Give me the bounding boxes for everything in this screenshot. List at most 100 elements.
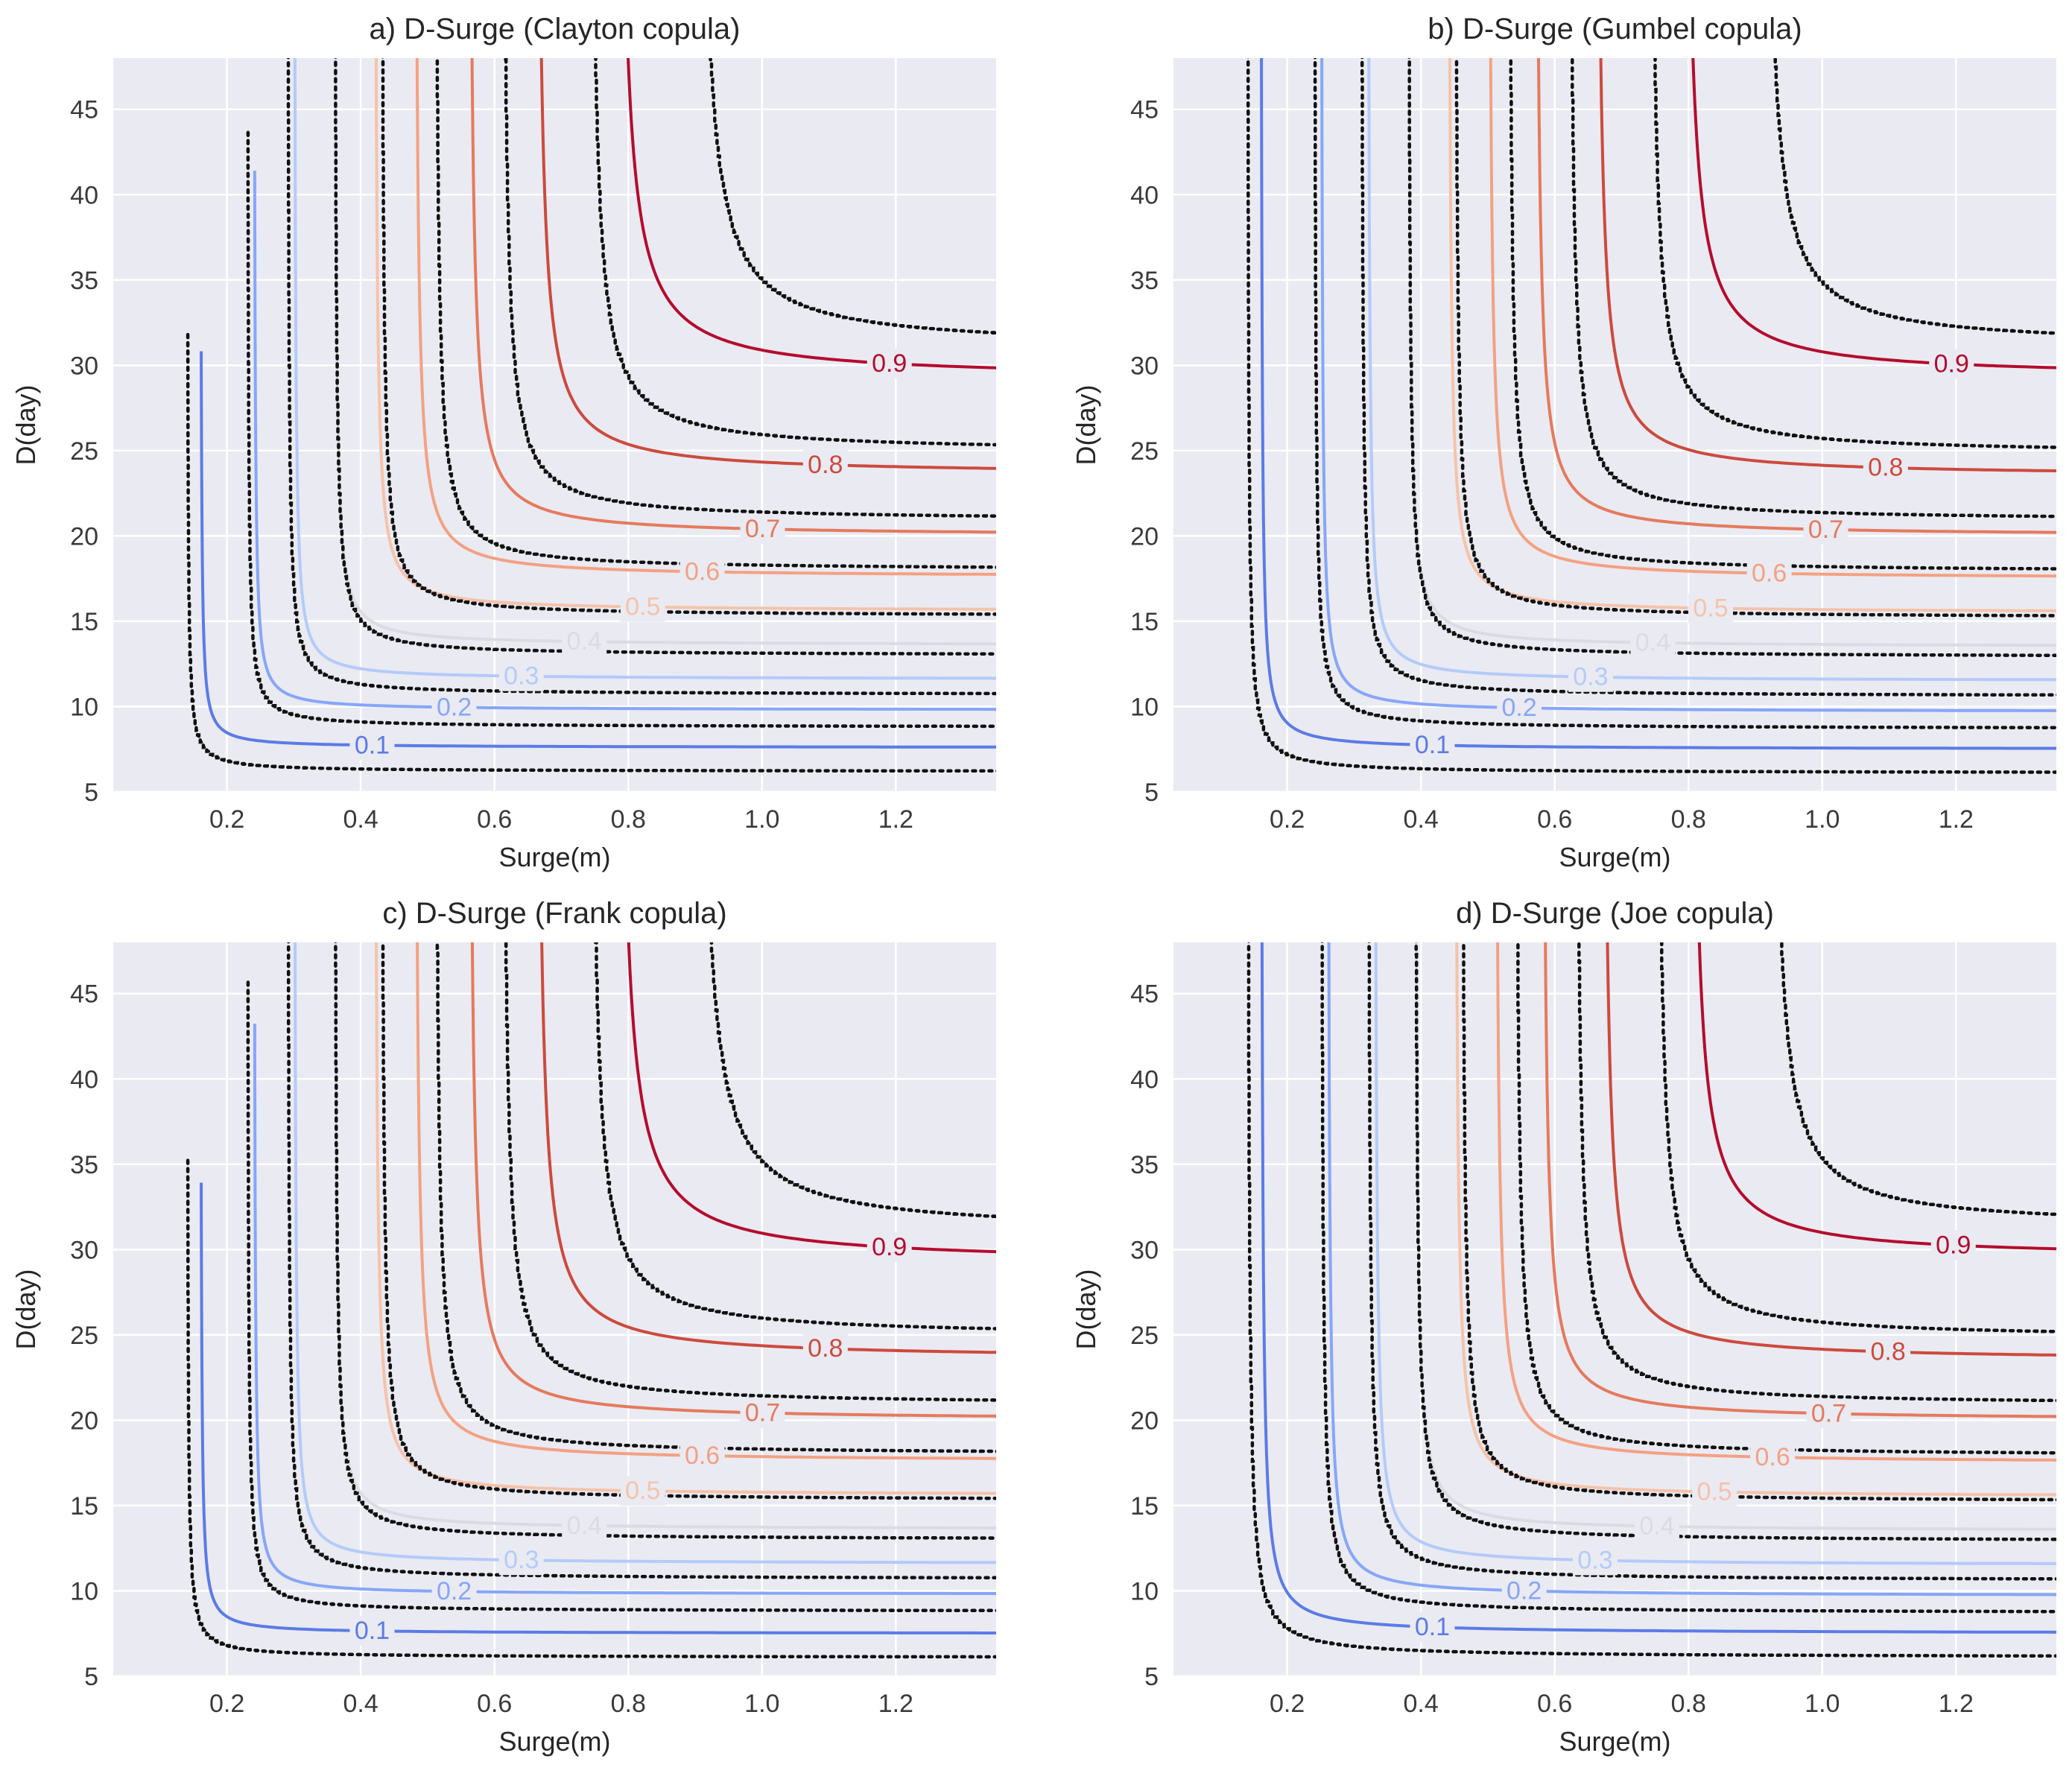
y-tick-label: 10 [1130,1577,1159,1605]
x-tick-label: 0.8 [1671,1690,1706,1718]
y-tick-label: 20 [70,1407,98,1435]
empirical-contour-0.4 [1407,58,2056,657]
x-tick-label: 0.4 [343,805,378,834]
contour-label-bg [802,1334,848,1364]
contour-line-0.6 [1496,942,2056,1462]
contour-line-0.3 [293,58,996,680]
contour-label-bg [1688,593,1733,624]
contour-line-0.3 [294,942,996,1564]
panel-c: 0.1 0.2 0.3 0.4 0.5 0.6 0.7 0.8 0.9 0.2 0.4 0.6 0.8 1… [10,897,996,1757]
contour-label: 0.3 [504,1546,539,1574]
contour-line-0.6 [415,58,996,576]
contour-label-bg [1930,1230,1976,1261]
y-tick-label: 35 [70,1151,98,1179]
contour-label: 0.8 [1870,1338,1905,1366]
empirical-contour-0.2 [246,980,996,1613]
empirical-contour-0.4 [334,942,996,1540]
empirical-contour-0.3 [1367,942,2056,1581]
contour-line-0.7 [1544,942,2056,1418]
panel-title: b) D-Surge (Gumbel copula) [1428,13,1802,45]
y-tick-label: 40 [70,181,98,209]
empirical-contour-0.5 [381,942,996,1500]
x-tick-label: 0.8 [611,805,646,834]
contour-label-bg [620,592,665,622]
contour-label: 0.2 [1507,1576,1542,1605]
empirical-contour-0.1 [1246,58,2056,774]
empirical-contour-0.5 [381,58,996,616]
contour-line-0.3 [1374,942,2056,1565]
contour-label: 0.5 [625,593,660,621]
plot-content: 0.1 0.2 0.3 0.4 0.5 0.6 0.7 0.8 0.9 [1246,58,2056,774]
contour-label-bg [1572,1545,1618,1576]
contour-label: 0.5 [1693,594,1728,622]
y-tick-label: 25 [70,437,98,466]
contour-line-0.5 [375,942,996,1495]
contour-line-0.6 [1489,58,2056,578]
contour-label: 0.6 [685,1442,720,1470]
y-tick-label: 35 [70,267,98,295]
y-tick-label: 5 [1144,779,1159,807]
x-tick-label: 1.0 [744,805,779,834]
y-tick-label: 20 [70,522,98,551]
contour-line-0.3 [1367,58,2056,682]
y-tick-label: 10 [70,693,98,721]
x-tick-label: 1.2 [1939,1690,1974,1718]
y-tick-label: 30 [1130,1236,1159,1264]
y-tick-label: 40 [70,1065,98,1094]
y-axis-label: D(day) [10,384,41,465]
x-tick-label: 0.4 [1404,805,1439,834]
contour-label-bg [1803,514,1848,545]
x-tick-label: 1.2 [878,805,913,834]
panel-title: c) D-Surge (Frank copula) [382,897,726,930]
x-axis-label: Surge(m) [1559,1726,1670,1757]
contour-label: 0.4 [567,1512,602,1540]
contour-label: 0.3 [1577,1546,1612,1574]
empirical-contour-0.3 [286,58,996,696]
empirical-contour-0.8 [594,942,996,1331]
contour-line-0.8 [1606,942,2056,1357]
empirical-contour-0.3 [1360,58,2056,697]
empirical-contour-0.6 [1516,942,2056,1455]
x-tick-label: 0.4 [1404,1690,1439,1718]
contour-label-bg [1692,1477,1737,1507]
contour-label-bg [1630,627,1676,658]
y-axis-label: D(day) [1071,1269,1101,1349]
contour-line-0.1 [200,1182,996,1634]
y-tick-label: 40 [1130,1065,1159,1094]
contour-label: 0.1 [355,1617,390,1645]
contour-line-0.8 [540,942,996,1354]
x-tick-label: 1.0 [744,1690,779,1718]
contour-line-0.4 [334,942,996,1529]
empirical-contour-0.9 [709,58,996,334]
contour-label-bg [1746,558,1792,589]
y-tick-label: 45 [1130,96,1159,124]
empirical-contour-0.6 [435,58,996,569]
contour-label-bg [349,730,395,761]
contour-label-bg [562,1510,607,1541]
empirical-contour-0.4 [1414,942,2056,1541]
contour-line-0.8 [1599,58,2056,473]
contour-label-bg [740,1398,785,1428]
contour-line-0.4 [1407,58,2056,647]
y-tick-label: 15 [70,608,98,636]
y-tick-label: 15 [1130,1492,1159,1521]
contour-label: 0.2 [437,1577,472,1605]
x-tick-label: 1.2 [878,1690,913,1718]
contour-label: 0.1 [355,731,390,759]
x-tick-label: 1.2 [1939,805,1974,834]
contour-label: 0.7 [745,1399,780,1427]
contour-label: 0.9 [1934,350,1969,378]
contour-label: 0.4 [1639,1512,1674,1541]
y-axis-label: D(day) [10,1269,41,1349]
contour-label: 0.1 [1415,1613,1450,1641]
y-tick-label: 25 [1130,1322,1159,1350]
y-tick-label: 25 [70,1322,98,1350]
plot-area [1173,58,2056,792]
contour-label-bg [1568,662,1613,692]
contour-label: 0.1 [1415,731,1450,759]
empirical-contour-0.2 [1320,942,2056,1614]
contour-label-bg [802,449,848,480]
y-tick-label: 10 [70,1577,98,1605]
contour-label: 0.3 [1573,663,1608,691]
